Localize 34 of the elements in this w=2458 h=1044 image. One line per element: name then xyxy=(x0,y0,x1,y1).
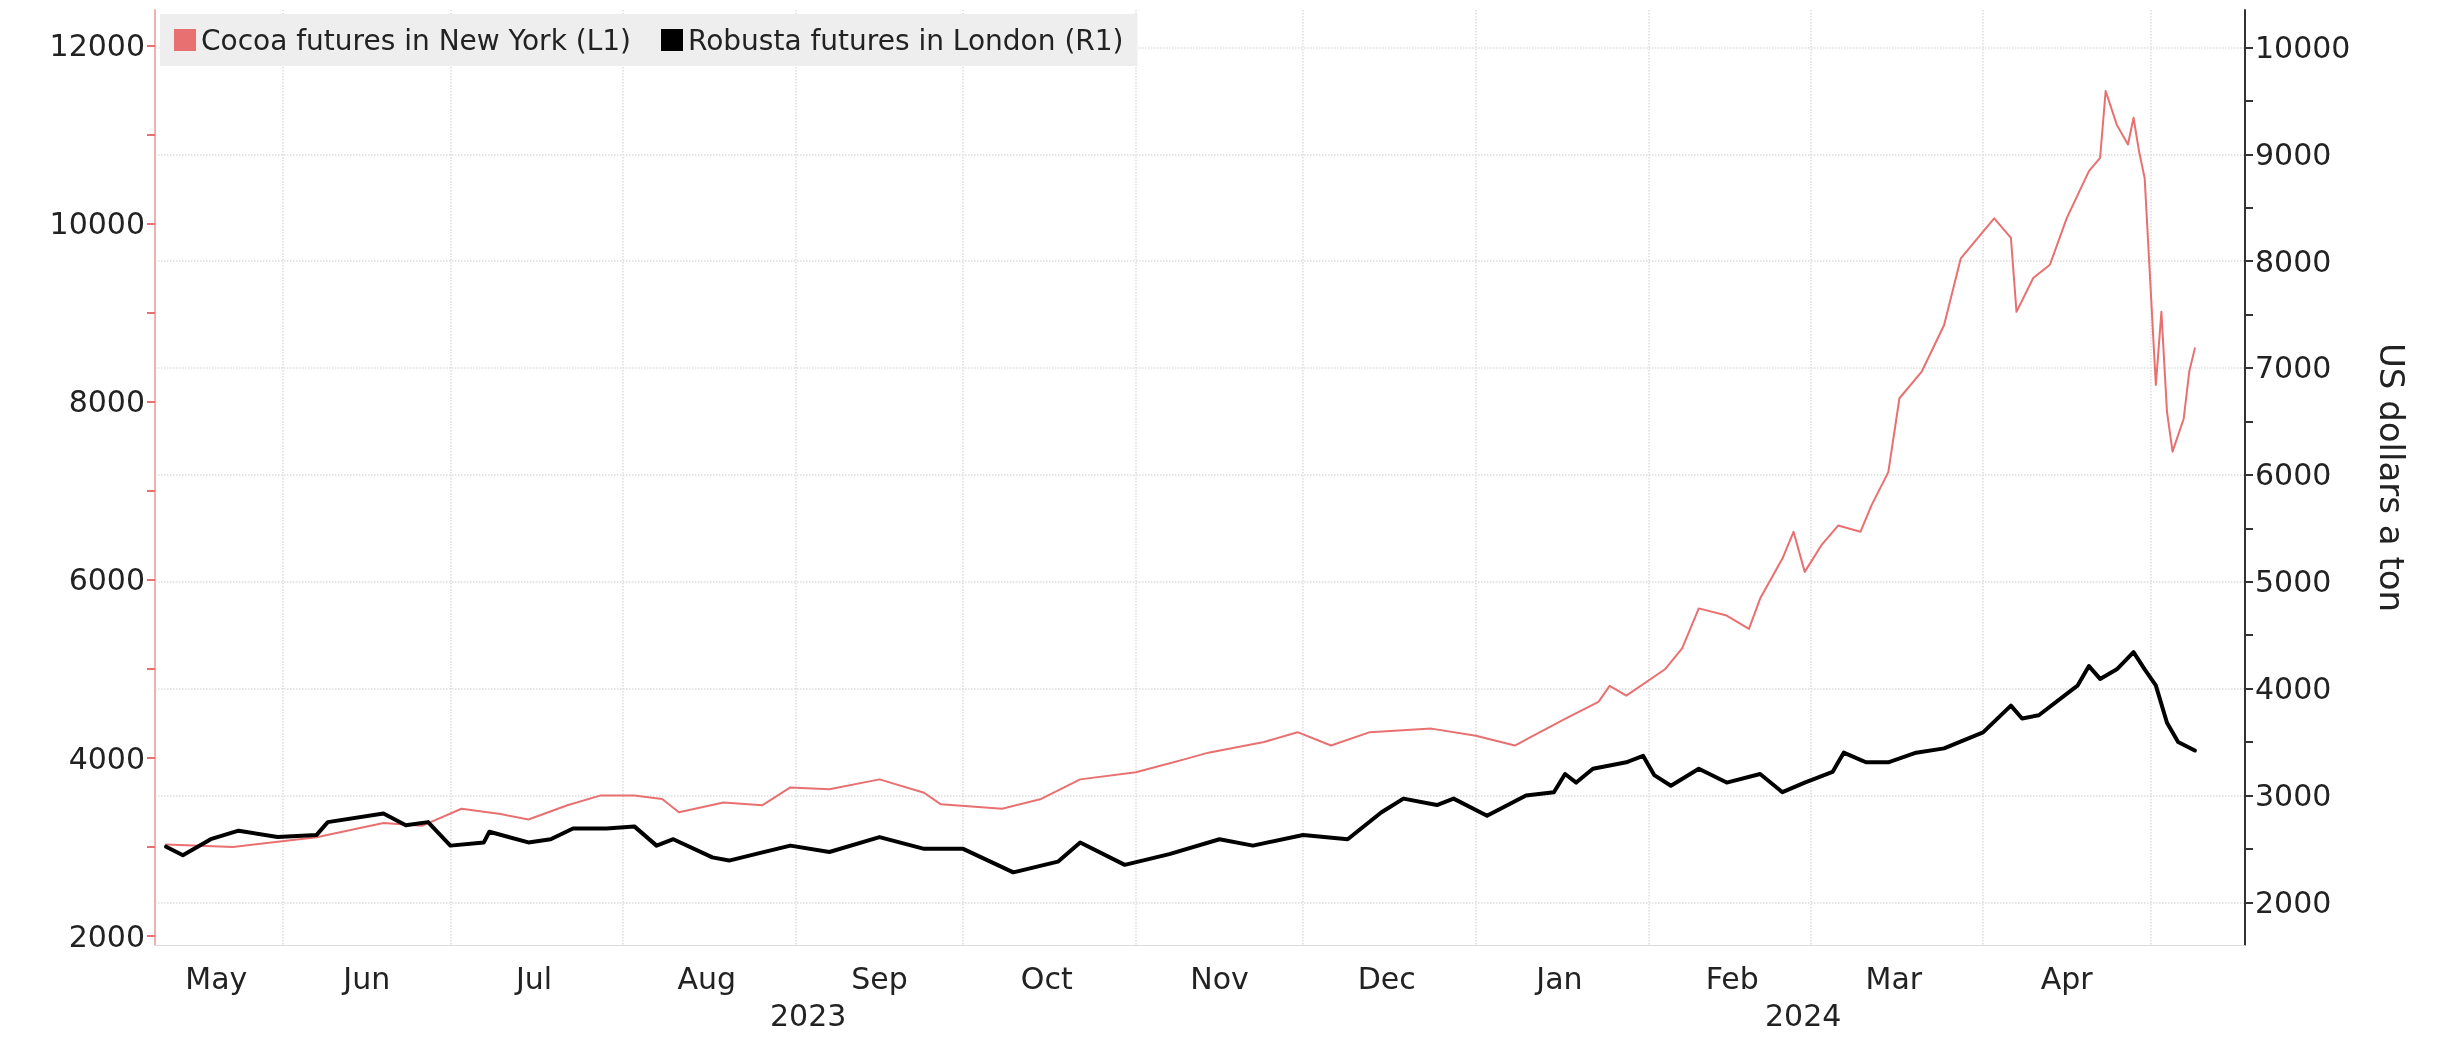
y2-tick-label: 6000 xyxy=(2255,457,2332,493)
y2-tick-label: 7000 xyxy=(2255,350,2332,386)
x-tick-label: Jan xyxy=(1534,960,1583,996)
line-series xyxy=(164,650,2197,875)
x-tick-label: Dec xyxy=(1357,960,1416,996)
y-tick-label: 2000 xyxy=(68,918,145,954)
y2-tick-label: 2000 xyxy=(2255,884,2332,920)
legend-label: Cocoa futures in New York (L1) xyxy=(201,23,632,57)
y-tick-label: 10000 xyxy=(49,206,145,242)
x-tick-label: Jul xyxy=(513,960,553,996)
x-tick-label: Apr xyxy=(2040,960,2094,996)
x-tick-label: Aug xyxy=(677,960,737,996)
y2-tick-label: 3000 xyxy=(2255,777,2332,813)
x-tick-label: Oct xyxy=(1020,960,1073,996)
y2-tick-label: 4000 xyxy=(2255,671,2332,707)
y2-tick-label: 10000 xyxy=(2255,29,2351,65)
x-tick-label: Nov xyxy=(1190,960,1249,996)
text: 2023 xyxy=(770,997,847,1033)
x-tick-label: May xyxy=(185,960,248,996)
x-tick-label: Feb xyxy=(1705,960,1759,996)
y2-tick-label: 9000 xyxy=(2255,136,2332,172)
y2-tick-label: 5000 xyxy=(2255,564,2332,600)
y-tick-label: 6000 xyxy=(68,562,145,598)
line-series xyxy=(165,90,2196,849)
y-tick-label: 4000 xyxy=(68,740,145,776)
x-tick-label: Mar xyxy=(1865,960,1923,996)
y2-tick-label: 8000 xyxy=(2255,243,2332,279)
y-tick-label: 8000 xyxy=(68,384,145,420)
legend-label: Robusta futures in London (R1) xyxy=(688,23,1124,57)
x-tick-label: Sep xyxy=(851,960,908,996)
text: 2024 xyxy=(1765,997,1842,1033)
x-tick-label: Jun xyxy=(341,960,391,996)
y2-axis-title: US dollars a ton xyxy=(2372,342,2412,613)
y-tick-label: 12000 xyxy=(49,28,145,64)
